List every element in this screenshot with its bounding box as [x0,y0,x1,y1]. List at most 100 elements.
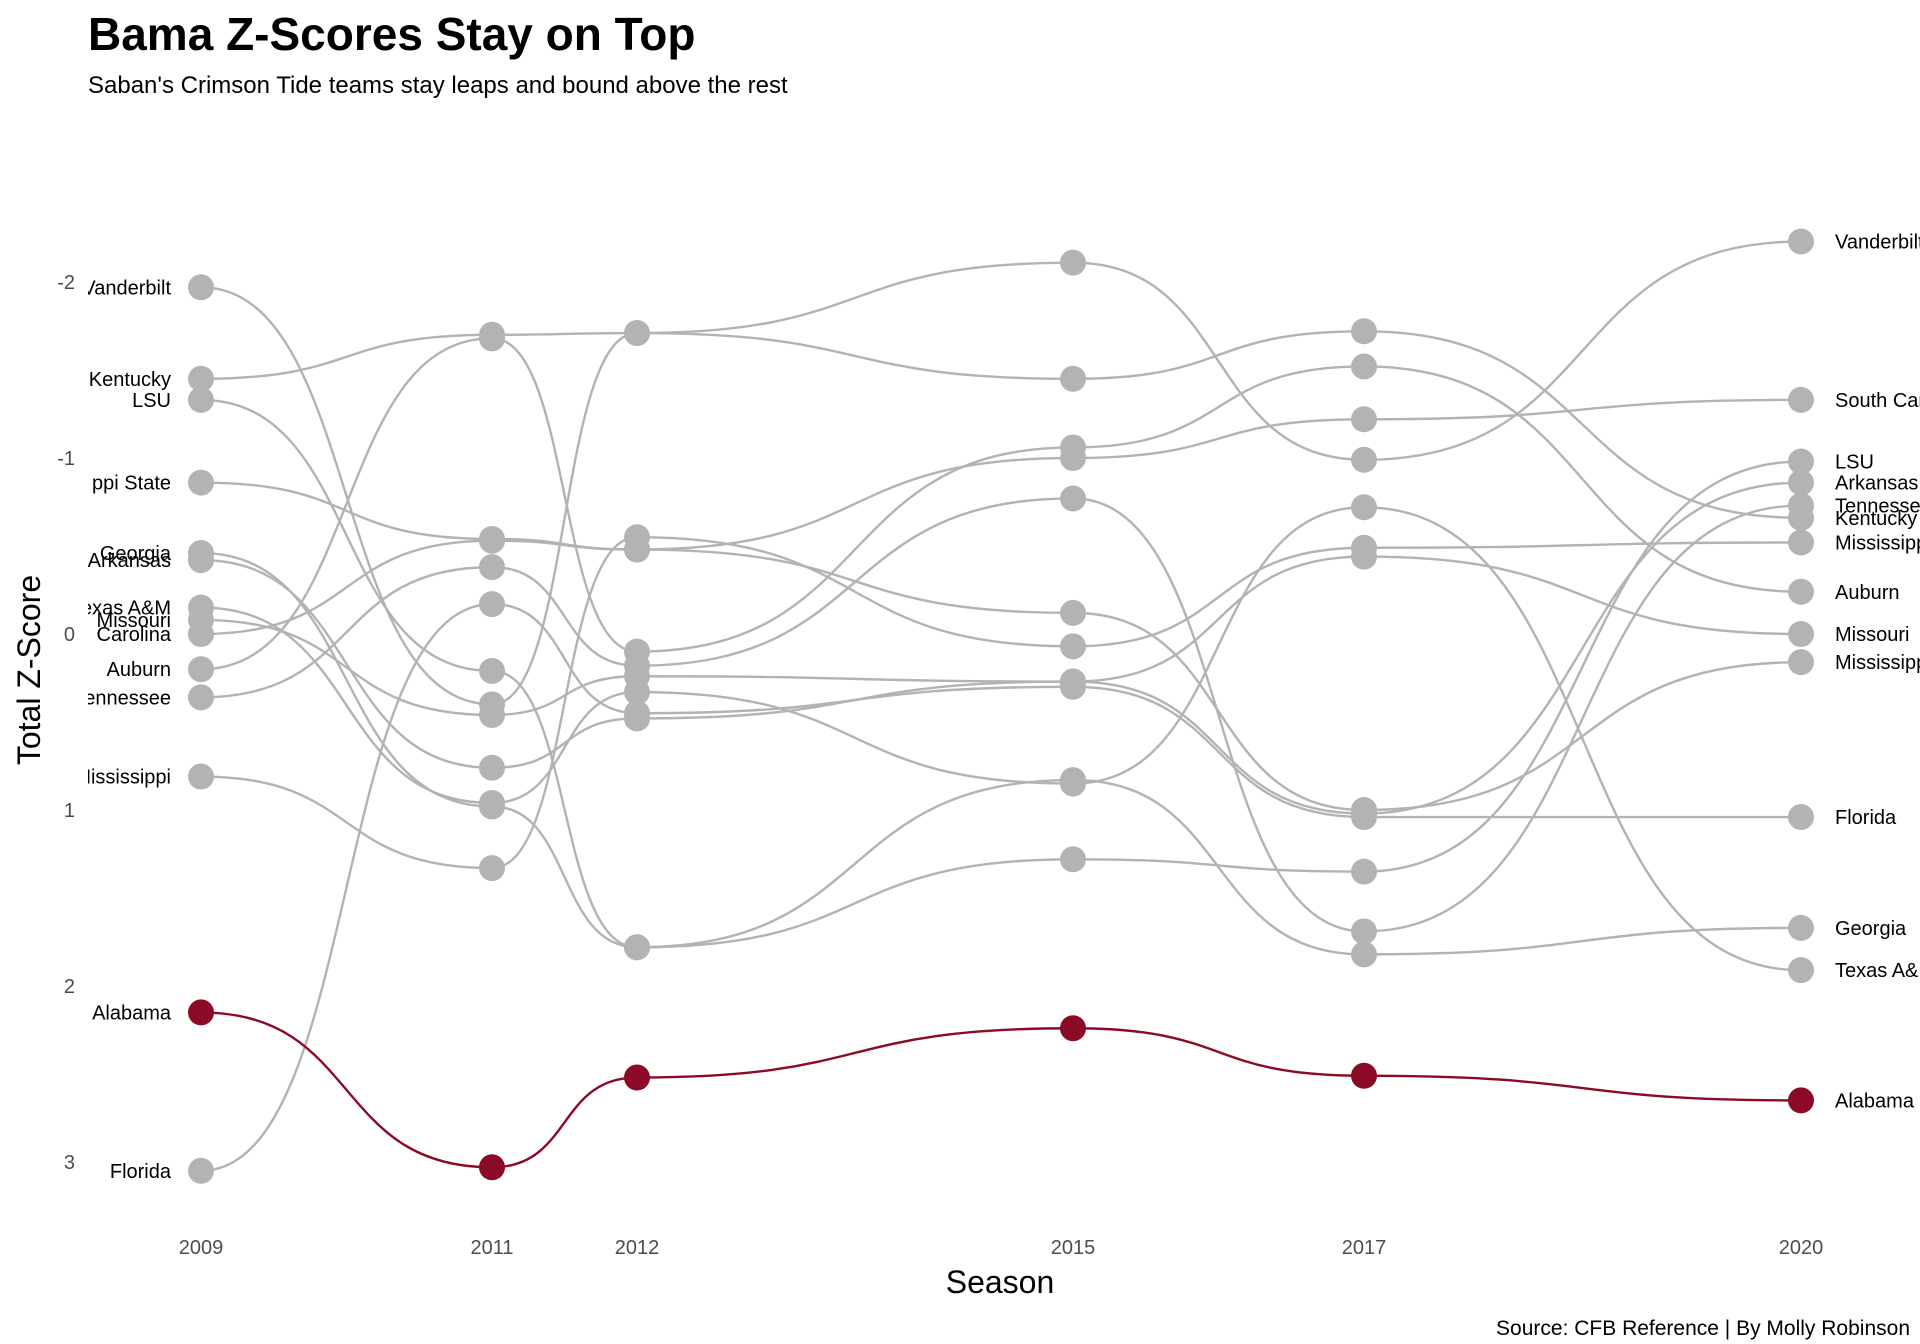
point-auburn-2020 [1788,578,1814,605]
label-right-auburn: Auburn [1835,582,1900,604]
label-left-mississippi-state: ppi State [92,473,171,495]
label-left-missouri: Missouri [97,610,171,632]
x-tick-label: 2009 [179,1237,224,1259]
label-left-georgia: Georgia [100,543,172,565]
point-mississippi-2015 [1060,633,1086,660]
point-florida-2020 [1788,804,1814,831]
y-tick-label: 3 [64,1152,75,1174]
point-mississippi-state-2009 [188,469,214,496]
label-right-texas-a-m: Texas A&M [1835,960,1920,982]
point-tennessee-2009 [188,684,214,711]
point-auburn-2015 [1060,434,1086,461]
point-tennessee-2011 [479,554,505,581]
point-kentucky-2015 [1060,365,1086,392]
point-georgia-2020 [1788,914,1814,941]
label-right-tennessee: Tennessee [1835,496,1920,518]
point-south-carolina-2009 [188,621,214,647]
series-line-kentucky [200,330,1802,520]
team-labels-right: Alabama Vanderbilt Kentucky LSU Mississippi G… [1835,232,1920,1113]
series-line-missouri [200,555,1802,717]
point-vanderbilt-2015 [1060,249,1086,276]
y-tick-label: -1 [57,448,75,470]
point-kentucky-2017 [1351,318,1377,345]
label-left-lsu: LSU [132,390,171,412]
point-lsu-2020 [1788,448,1814,475]
point-lsu-2009 [188,386,214,413]
point-auburn-2011 [479,325,505,352]
series-line-auburn [200,337,1802,671]
chart-subtitle: Saban's Crimson Tide teams stay leaps an… [88,72,788,99]
label-right-arkansas: Arkansas [1835,473,1918,495]
point-lsu-2011 [479,657,505,684]
point-texas-a-m-2017 [1351,494,1377,521]
series-line-alabama [200,1011,1802,1169]
point-mississippi-state-2020 [1788,649,1814,676]
point-mississippi-2012 [624,524,650,551]
chart-caption: Source: CFB Reference | By Molly Robinso… [1496,1317,1910,1340]
point-tennessee-2020 [1788,492,1814,519]
label-left-mississippi: Mississippi [74,767,171,789]
series-lines-grey [200,240,1802,1172]
y-axis-title: Total Z-Score [11,575,47,765]
point-florida-2012 [624,700,650,727]
point-florida-2015 [1060,673,1086,700]
series-line-vanderbilt [200,240,1802,706]
point-vanderbilt-2017 [1351,446,1377,473]
label-right-mississippi: Mississippi [1835,532,1920,554]
point-alabama-2011 [479,1154,505,1181]
point-tennessee-2012 [624,652,650,679]
point-mississippi-2011 [479,855,505,882]
label-left-south-carolina: Carolina [97,624,172,646]
point-lsu-2017 [1351,858,1377,885]
x-axis-title: Season [946,1264,1055,1300]
point-auburn-2017 [1351,353,1377,380]
x-tick-label: 2012 [615,1237,660,1259]
label-left-alabama: Alabama [92,1002,172,1024]
series-line-texas-a-m [200,506,1802,972]
point-vanderbilt-2020 [1788,228,1814,255]
label-right-missouri: Missouri [1835,624,1909,646]
point-tennessee-2017 [1351,918,1377,945]
series-line-tennessee [200,497,1802,933]
x-tick-label: 2015 [1051,1237,1096,1259]
point-missouri-2011 [479,701,505,728]
x-axis-ticks: 2009 2011 2012 2015 2017 2020 [179,1237,1824,1259]
point-alabama-2012 [624,1064,650,1091]
point-vanderbilt-2009 [188,274,214,301]
series-line-south-carolina [200,398,1802,636]
label-right-georgia: Georgia [1835,918,1907,940]
series-line-mississippi [200,535,1802,870]
point-missouri-2020 [1788,621,1814,647]
label-left-auburn: Auburn [107,659,172,681]
y-tick-label: 1 [64,800,75,822]
point-arkansas-2009 [188,547,214,574]
label-left-tennessee: Tennessee [74,687,171,709]
series-line-georgia [200,551,1802,956]
point-south-carolina-2017 [1351,406,1377,433]
point-auburn-2009 [188,656,214,683]
label-right-vanderbilt: Vanderbilt [1835,232,1920,254]
point-kentucky-2009 [188,365,214,392]
y-axis-ticks: -2 -1 0 1 2 3 [57,272,75,1174]
point-alabama-2020 [1788,1087,1814,1114]
series-points [188,228,1814,1184]
series-lines-highlight [200,1011,1802,1169]
point-kentucky-2012 [624,320,650,347]
label-right-kentucky: Kentucky [1835,508,1917,530]
label-right-mississippi-state: Mississippi [1835,652,1920,674]
point-texas-a-m-2011 [479,789,505,816]
x-tick-label: 2017 [1342,1237,1387,1259]
point-florida-2009 [188,1157,214,1184]
label-left-florida: Florida [110,1161,172,1183]
series-line-mississippi-state [200,481,1802,812]
point-south-carolina-2020 [1788,386,1814,413]
label-right-south-carolina: South Carolina [1835,390,1920,412]
y-tick-label: 0 [64,624,75,646]
chart-title: Bama Z-Scores Stay on Top [88,8,696,60]
point-tennessee-2015 [1060,485,1086,512]
label-right-florida: Florida [1835,807,1897,829]
point-texas-a-m-2015 [1060,770,1086,797]
series-line-florida [200,602,1801,1172]
y-tick-label: -2 [57,272,75,294]
label-left-vanderbilt: Vanderbilt [82,277,171,299]
